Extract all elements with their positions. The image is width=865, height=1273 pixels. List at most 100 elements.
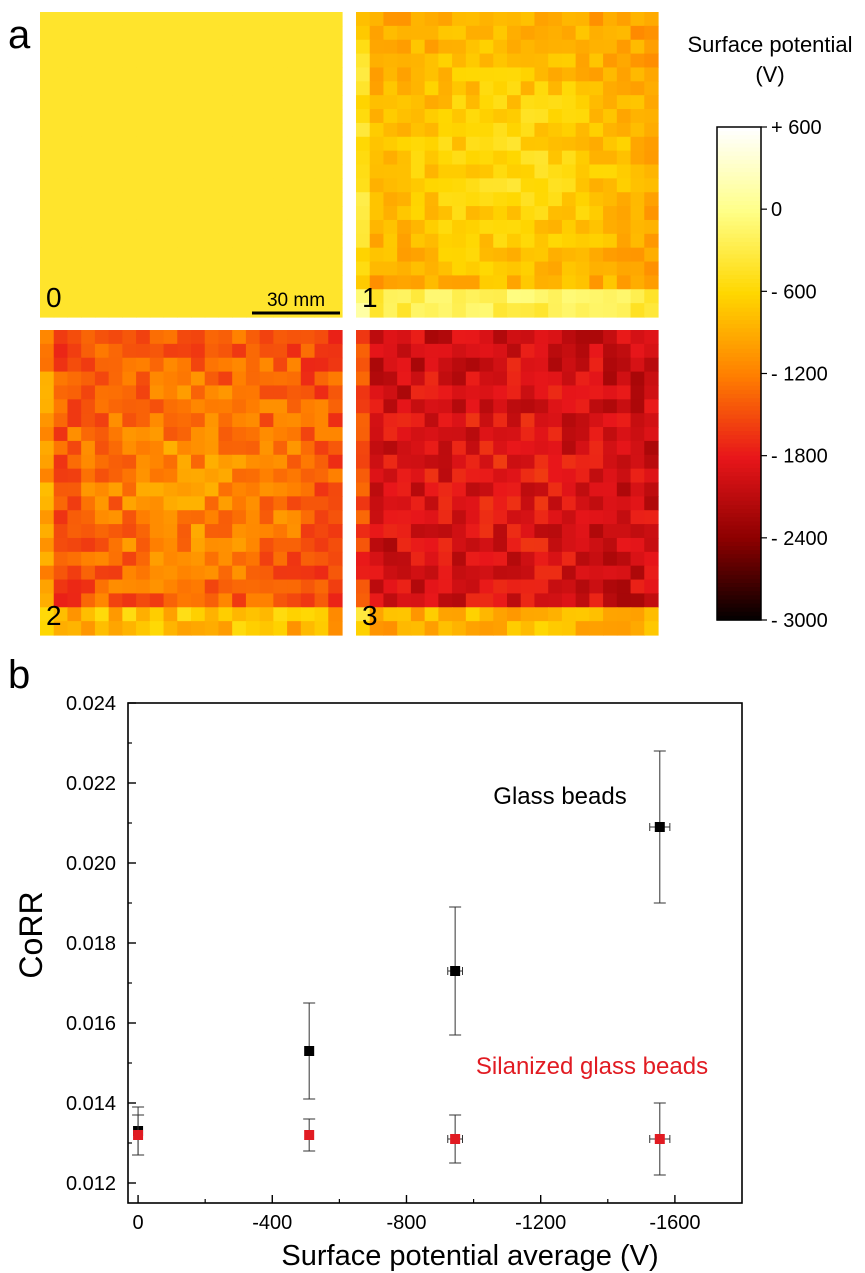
heatmap-cell — [53, 67, 69, 82]
heatmap-cell — [53, 510, 69, 525]
heatmap-cell — [534, 343, 549, 359]
heatmap-cell — [369, 399, 385, 414]
corr-scatter-plot: Surface potential average (V) CoRR Glass… — [13, 693, 743, 1272]
heatmap-cell — [53, 468, 69, 484]
heatmap-cell — [245, 413, 261, 428]
heatmap-cell — [259, 150, 274, 166]
heatmap-cell — [630, 122, 645, 138]
heatmap-cell — [589, 136, 604, 152]
heatmap-cell — [630, 136, 645, 152]
heatmap-cell — [218, 524, 233, 539]
heatmap-cell — [245, 247, 261, 263]
heatmap-cell — [218, 371, 233, 387]
heatmap-cell — [108, 233, 123, 249]
heatmap-cell — [259, 275, 274, 290]
heatmap-cell — [438, 81, 453, 96]
heatmap-cell — [644, 551, 659, 567]
heatmap-cell — [149, 482, 165, 497]
heatmap-cell — [177, 330, 192, 345]
colorbar-step — [717, 402, 761, 407]
heatmap-cell — [369, 371, 385, 387]
heatmap-cell — [603, 12, 618, 27]
heatmap-cell — [122, 122, 137, 138]
colorbar-step — [717, 504, 761, 510]
colorbar-step — [717, 615, 761, 621]
colorbar-step — [717, 385, 761, 391]
heatmap-cell — [136, 303, 151, 318]
heatmap-cell — [136, 579, 151, 595]
heatmap-cell — [314, 413, 329, 428]
heatmap-cell — [438, 440, 453, 456]
heatmap-cell — [287, 178, 302, 193]
colorbar-step — [717, 550, 761, 555]
heatmap-cell — [314, 261, 329, 277]
heatmap-cell — [259, 399, 274, 414]
heatmap-cell — [328, 440, 343, 456]
heatmap-cell — [493, 330, 508, 345]
heatmap-cell — [218, 192, 233, 207]
heatmap-cell — [424, 150, 439, 166]
heatmap-cell — [630, 579, 645, 595]
colorbar-step — [717, 143, 761, 149]
heatmap-cell — [108, 607, 123, 622]
heatmap-cell — [520, 524, 536, 539]
heatmap-cell — [383, 25, 398, 41]
heatmap-cell — [616, 399, 632, 414]
heatmap-cell — [122, 261, 137, 277]
heatmap-cell — [53, 399, 69, 414]
heatmap-cell — [410, 289, 426, 304]
heatmap-cell — [603, 206, 618, 221]
colorbar-step — [717, 274, 761, 280]
heatmap-cell — [465, 399, 481, 414]
heatmap-cell — [245, 482, 261, 497]
heatmap-cell — [397, 510, 412, 525]
heatmap-cell — [575, 136, 590, 152]
heatmap-cell — [204, 247, 220, 263]
heatmap-cell — [383, 303, 398, 318]
heatmap-cell — [561, 233, 577, 249]
heatmap-cell — [410, 524, 426, 539]
heatmap-cell — [40, 109, 55, 124]
heatmap-cell — [465, 427, 481, 442]
colorbar-step — [717, 311, 761, 317]
heatmap-cell — [424, 454, 439, 470]
series-0 — [132, 750, 671, 1156]
heatmap-cell — [204, 136, 220, 152]
heatmap-cell — [204, 289, 220, 304]
heatmap-cell — [465, 81, 481, 96]
heatmap-cell — [397, 289, 412, 304]
heatmap-cell — [218, 95, 233, 110]
heatmap-cell — [177, 12, 192, 27]
heatmap-cell — [245, 551, 261, 567]
heatmap-cell — [204, 12, 220, 27]
heatmap-cell — [53, 261, 69, 277]
heatmap-cell — [245, 537, 261, 553]
heatmap-cell — [81, 81, 96, 96]
heatmap-cell — [575, 413, 590, 428]
colorbar-tick-label: - 1200 — [771, 364, 828, 386]
heatmap-cell — [630, 551, 645, 567]
heatmap-cell — [356, 261, 371, 277]
heatmap-cell — [40, 454, 55, 470]
heatmap-cell — [438, 275, 453, 290]
heatmap-cell — [575, 607, 590, 622]
heatmap-cell — [287, 551, 302, 567]
heatmap-cell — [561, 454, 577, 470]
heatmap-cell — [644, 440, 659, 456]
heatmap-cell — [397, 537, 412, 553]
heatmap-cell — [122, 178, 137, 193]
heatmap-cell — [328, 247, 343, 263]
heatmap-cell — [149, 233, 165, 249]
heatmap-cell — [356, 440, 371, 456]
heatmap-cell — [616, 565, 632, 581]
heatmap-cell — [300, 67, 316, 82]
heatmap-cell — [452, 275, 467, 290]
heatmap-cell — [630, 25, 645, 41]
heatmap-cell — [94, 371, 110, 387]
heatmap-cell — [328, 275, 343, 290]
heatmap-cell — [410, 496, 426, 511]
heatmap-cell — [534, 289, 549, 304]
heatmap-cell — [53, 192, 69, 207]
colorbar-step — [717, 172, 761, 177]
heatmap-cell — [53, 206, 69, 221]
